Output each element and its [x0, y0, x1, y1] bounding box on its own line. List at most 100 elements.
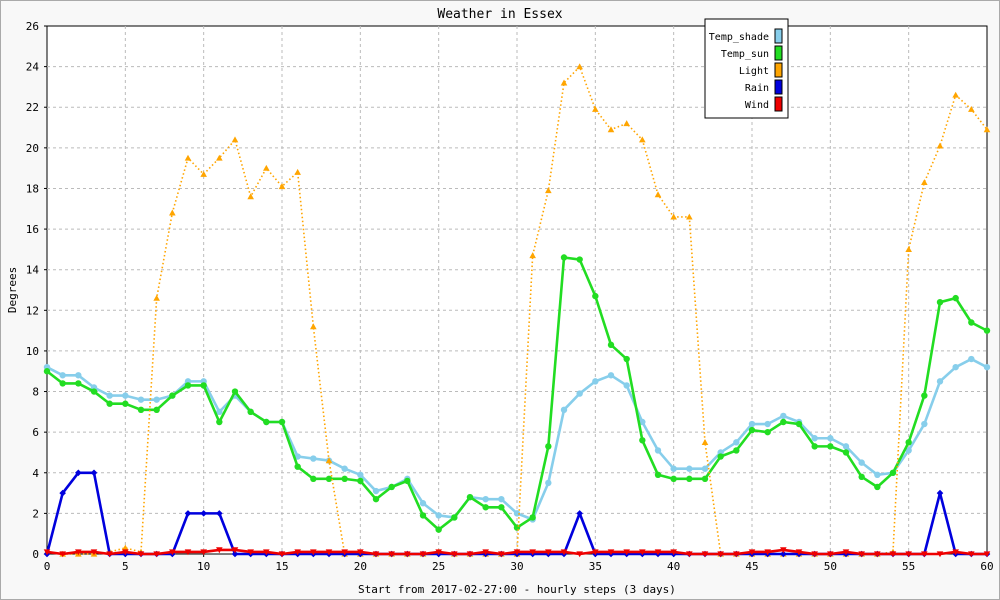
x-tick-label: 40 — [667, 560, 680, 573]
data-point — [184, 549, 192, 556]
data-point — [623, 382, 630, 389]
data-point — [294, 549, 301, 556]
data-point — [983, 551, 991, 558]
data-point — [200, 549, 207, 556]
data-point — [325, 549, 333, 556]
data-point — [639, 418, 646, 426]
data-point — [701, 439, 709, 445]
data-point — [247, 549, 254, 556]
data-point — [357, 471, 364, 478]
legend-label: Temp_sun — [721, 49, 769, 60]
x-tick-label: 55 — [902, 560, 915, 573]
data-point — [795, 420, 803, 428]
data-point — [889, 469, 897, 476]
data-point — [59, 551, 66, 558]
data-point — [43, 549, 51, 556]
data-point — [607, 372, 615, 379]
data-point — [952, 549, 959, 556]
data-point — [952, 91, 959, 98]
data-point — [936, 378, 944, 385]
x-tick-label: 5 — [122, 560, 129, 573]
data-point — [670, 475, 677, 483]
y-tick-label: 16 — [26, 223, 39, 236]
chart-title: Weather in Essex — [437, 7, 562, 22]
data-point — [592, 549, 599, 556]
data-point — [59, 372, 66, 379]
legend-label: Light — [739, 66, 769, 77]
y-tick-label: 24 — [26, 61, 40, 74]
data-point — [435, 549, 442, 556]
data-point — [592, 105, 599, 112]
data-point — [983, 363, 991, 371]
data-point — [482, 549, 489, 556]
y-tick-label: 10 — [26, 345, 39, 358]
data-point — [623, 120, 630, 127]
data-point — [263, 549, 270, 556]
legend-swatch — [774, 96, 783, 112]
data-point — [701, 465, 709, 472]
data-point — [122, 544, 129, 551]
data-point — [686, 551, 693, 558]
data-point — [513, 510, 521, 517]
data-point — [811, 435, 818, 442]
data-point — [59, 380, 66, 387]
data-point — [169, 209, 176, 216]
data-point — [106, 392, 113, 399]
data-point — [75, 372, 82, 379]
data-point — [122, 400, 129, 407]
data-point — [936, 551, 944, 558]
data-point — [560, 79, 568, 86]
data-point — [936, 298, 944, 306]
data-point — [639, 136, 646, 143]
data-point — [780, 547, 787, 554]
data-point — [968, 319, 975, 326]
data-point — [75, 380, 82, 387]
data-point — [858, 473, 865, 481]
data-point — [325, 457, 333, 464]
data-point — [905, 447, 912, 454]
data-point — [247, 193, 254, 200]
data-point — [294, 168, 301, 175]
data-point — [748, 549, 756, 556]
data-point — [90, 549, 98, 556]
data-point — [278, 551, 286, 558]
data-point — [639, 437, 646, 444]
data-point — [733, 551, 740, 558]
data-point — [435, 512, 442, 519]
data-point — [827, 443, 834, 450]
data-point — [968, 551, 975, 558]
data-point — [90, 388, 98, 395]
data-point — [216, 547, 223, 554]
data-point — [560, 549, 568, 556]
data-point — [842, 449, 850, 456]
legend-swatch — [774, 62, 783, 78]
data-point — [106, 551, 113, 558]
data-point — [983, 126, 991, 133]
data-point — [639, 549, 646, 556]
legend-swatch — [774, 79, 783, 95]
data-point — [341, 549, 348, 556]
data-point — [889, 551, 897, 558]
data-point — [357, 477, 364, 485]
data-point — [498, 495, 505, 503]
data-point — [576, 256, 583, 263]
x-tick-label: 0 — [44, 560, 51, 573]
data-point — [701, 551, 709, 558]
data-point — [921, 179, 928, 186]
data-point — [968, 105, 975, 112]
legend-label: Rain — [745, 83, 769, 94]
data-point — [560, 254, 568, 261]
data-point — [686, 475, 693, 483]
data-point — [153, 406, 160, 414]
data-point — [952, 294, 959, 302]
data-point — [654, 549, 662, 556]
data-point — [184, 382, 192, 389]
data-point — [654, 191, 662, 198]
data-point — [842, 549, 850, 556]
data-point — [122, 549, 129, 556]
data-point — [231, 136, 239, 143]
data-point — [247, 408, 254, 416]
data-point — [905, 439, 912, 446]
data-point — [231, 550, 239, 558]
data-point — [325, 475, 333, 483]
